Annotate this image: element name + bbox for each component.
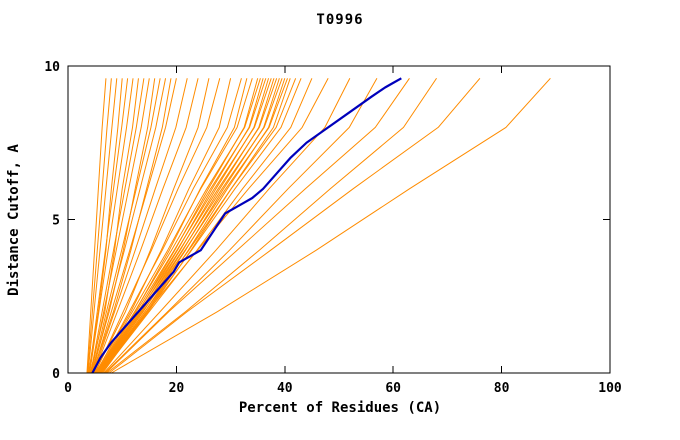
model-curve: [95, 78, 232, 374]
model-curve: [103, 78, 351, 374]
model-curve: [87, 78, 112, 374]
model-curve: [92, 78, 177, 374]
model-curve: [88, 78, 129, 374]
x-tick-label: 80: [494, 381, 510, 396]
x-tick-label: 60: [385, 381, 401, 396]
model-curve: [87, 78, 118, 374]
model-curve: [95, 78, 242, 374]
model-curve: [100, 78, 302, 374]
model-curve: [101, 78, 313, 374]
model-curve: [108, 77, 481, 374]
highlight-curve: [91, 77, 402, 374]
model-curve: [93, 78, 199, 374]
model-curve: [99, 78, 283, 374]
model-curve: [91, 78, 167, 374]
model-curve: [90, 78, 145, 374]
model-curve: [102, 78, 329, 374]
model-curve: [94, 78, 210, 374]
model-curve: [89, 78, 134, 374]
model-curve: [89, 78, 139, 374]
model-curve: [106, 78, 437, 374]
model-curve: [105, 77, 410, 374]
x-axis-label: Percent of Residues (CA): [238, 400, 442, 416]
model-curve: [96, 78, 253, 374]
model-curve: [104, 78, 378, 374]
y-tick-label: 10: [44, 60, 60, 75]
x-tick-label: 20: [169, 381, 185, 396]
y-tick-label: 0: [52, 367, 60, 382]
y-tick-label: 5: [52, 214, 60, 229]
model-curve: [100, 78, 297, 374]
model-curve: [93, 78, 188, 374]
model-curve: [88, 78, 123, 374]
model-curve: [98, 78, 278, 374]
model-curve: [94, 78, 221, 374]
x-tick-label: 40: [277, 381, 293, 396]
x-tick-label: 100: [598, 381, 622, 396]
model-curve: [86, 78, 107, 374]
plot-frame: [67, 65, 611, 374]
y-axis-label-wrap: Distance Cutoff, A: [0, 66, 28, 373]
chart-title: T0996: [316, 12, 364, 28]
model-curve: [99, 78, 288, 374]
model-curve: [97, 78, 272, 374]
model-curve: [111, 77, 551, 374]
model-curve: [90, 78, 150, 374]
model-curve: [91, 78, 161, 374]
x-tick-label: 0: [64, 381, 72, 396]
y-axis-label: Distance Cutoff, A: [6, 143, 22, 296]
